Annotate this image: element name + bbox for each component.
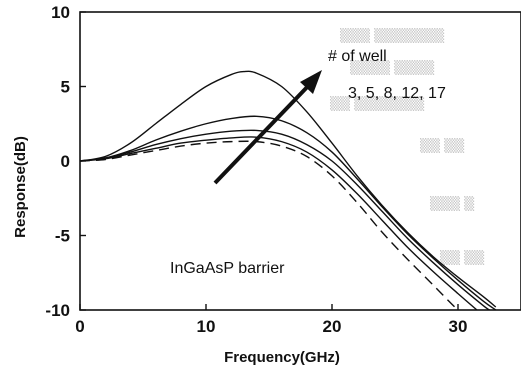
y-tick-label: 10 <box>51 3 70 22</box>
series-line-3 <box>79 129 490 311</box>
x-tick-label: 0 <box>75 317 84 336</box>
svg-text:▒▒ ▒▒▒▒▒▒▒: ▒▒ ▒▒▒▒▒▒▒ <box>330 95 425 112</box>
y-ticks: 10 5 0 -5 -10 <box>45 3 86 320</box>
arrow-values: 3, 5, 8, 12, 17 <box>348 85 446 102</box>
y-tick-label: -5 <box>55 227 70 246</box>
series-line-4 <box>79 136 478 311</box>
y-tick-label: 0 <box>61 152 70 171</box>
arrow-label: # of well <box>328 48 387 65</box>
svg-text:▒▒ ▒▒: ▒▒ ▒▒ <box>420 137 465 154</box>
y-axis-title: Response(dB) <box>12 136 29 238</box>
series-line-2 <box>79 115 497 311</box>
well-arrow <box>213 70 322 185</box>
x-tick-label: 10 <box>197 317 216 336</box>
series-line-5 <box>79 140 459 311</box>
svg-text:▒▒▒ ▒▒▒▒▒▒▒: ▒▒▒ ▒▒▒▒▒▒▒ <box>340 27 445 44</box>
barrier-label: InGaAsP barrier <box>170 260 285 277</box>
background-bleed: ▒▒▒ ▒▒▒▒▒▒▒ ▒▒▒▒ ▒▒▒▒ ▒▒ ▒▒▒▒▒▒▒ ▒▒ ▒▒ ▒… <box>330 27 485 266</box>
svg-text:▒▒▒ ▒: ▒▒▒ ▒ <box>430 195 475 212</box>
y-tick-label: -10 <box>45 301 70 320</box>
svg-text:▒▒ ▒▒: ▒▒ ▒▒ <box>440 249 485 266</box>
x-ticks: 0 10 20 30 <box>75 304 467 336</box>
x-axis-title: Frequency(GHz) <box>224 349 340 366</box>
svg-text:▒▒▒▒ ▒▒▒▒: ▒▒▒▒ ▒▒▒▒ <box>350 59 435 76</box>
x-tick-label: 20 <box>323 317 342 336</box>
series-line-1 <box>79 70 497 308</box>
x-tick-label: 30 <box>449 317 468 336</box>
y-tick-label: 5 <box>61 78 70 97</box>
series-group <box>79 70 497 311</box>
